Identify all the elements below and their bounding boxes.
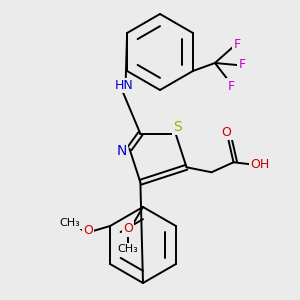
Text: O: O <box>83 224 93 238</box>
Text: O: O <box>222 126 232 139</box>
Text: O: O <box>123 223 133 236</box>
Text: F: F <box>233 38 241 50</box>
Text: F: F <box>238 58 245 71</box>
Text: OH: OH <box>250 158 269 171</box>
Text: CH₃: CH₃ <box>118 244 138 254</box>
Text: N: N <box>116 144 127 158</box>
Text: F: F <box>227 80 235 92</box>
Text: HN: HN <box>114 79 133 92</box>
Text: S: S <box>173 120 182 134</box>
Text: CH₃: CH₃ <box>60 218 80 228</box>
